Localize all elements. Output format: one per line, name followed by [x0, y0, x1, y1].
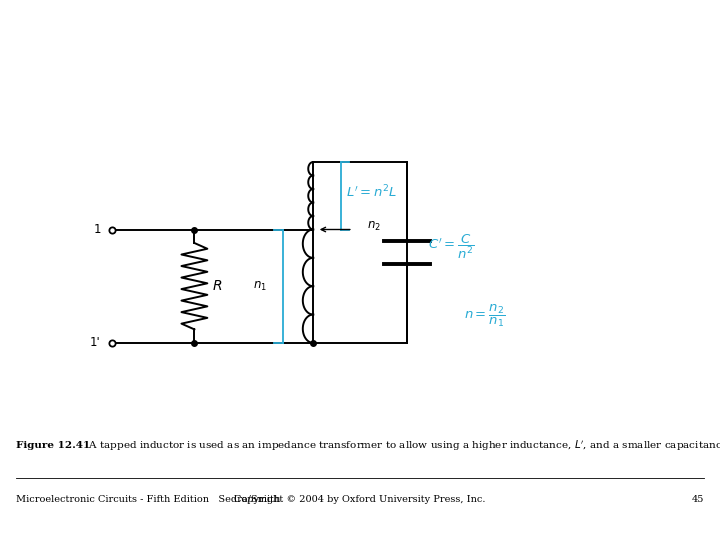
Text: Figure 12.41: Figure 12.41 — [16, 441, 90, 450]
Text: 45: 45 — [692, 495, 704, 504]
Text: $L' = n^2 L$: $L' = n^2 L$ — [346, 184, 397, 200]
Text: $n_1$: $n_1$ — [253, 280, 267, 293]
Text: 1': 1' — [90, 336, 101, 349]
Text: $n = \dfrac{n_2}{n_1}$: $n = \dfrac{n_2}{n_1}$ — [464, 303, 505, 329]
Text: $n_2$: $n_2$ — [367, 220, 381, 233]
Text: A tapped inductor is used as an impedance transformer to allow using a higher in: A tapped inductor is used as an impedanc… — [82, 438, 720, 453]
Text: $C' = \dfrac{C}{n^2}$: $C' = \dfrac{C}{n^2}$ — [428, 233, 475, 261]
Text: 1: 1 — [94, 223, 101, 236]
Text: Copyright © 2004 by Oxford University Press, Inc.: Copyright © 2004 by Oxford University Pr… — [234, 495, 486, 504]
Text: Microelectronic Circuits - Fifth Edition   Sedra/Smith: Microelectronic Circuits - Fifth Edition… — [16, 495, 280, 504]
Text: $R$: $R$ — [212, 279, 222, 293]
